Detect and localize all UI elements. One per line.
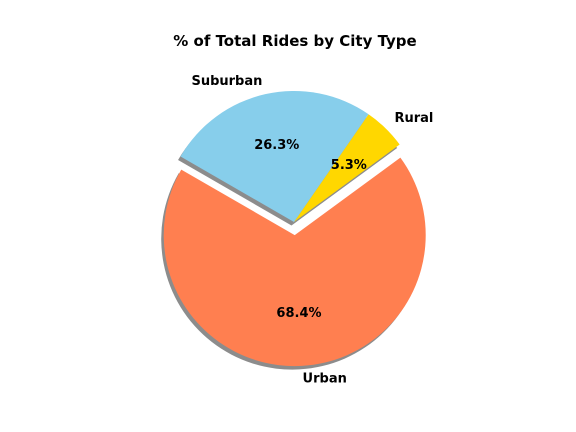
chart-title: % of Total Rides by City Type [173,32,416,50]
pie-slices [164,91,426,366]
slice-label-urban: Urban [303,371,347,386]
slice-label-rural: Rural [394,111,433,126]
percent-label-rural: 5.3% [331,158,367,173]
slice-label-suburban: Suburban [191,74,262,89]
percent-label-urban: 68.4% [276,306,321,321]
percent-label-suburban: 26.3% [254,138,299,153]
